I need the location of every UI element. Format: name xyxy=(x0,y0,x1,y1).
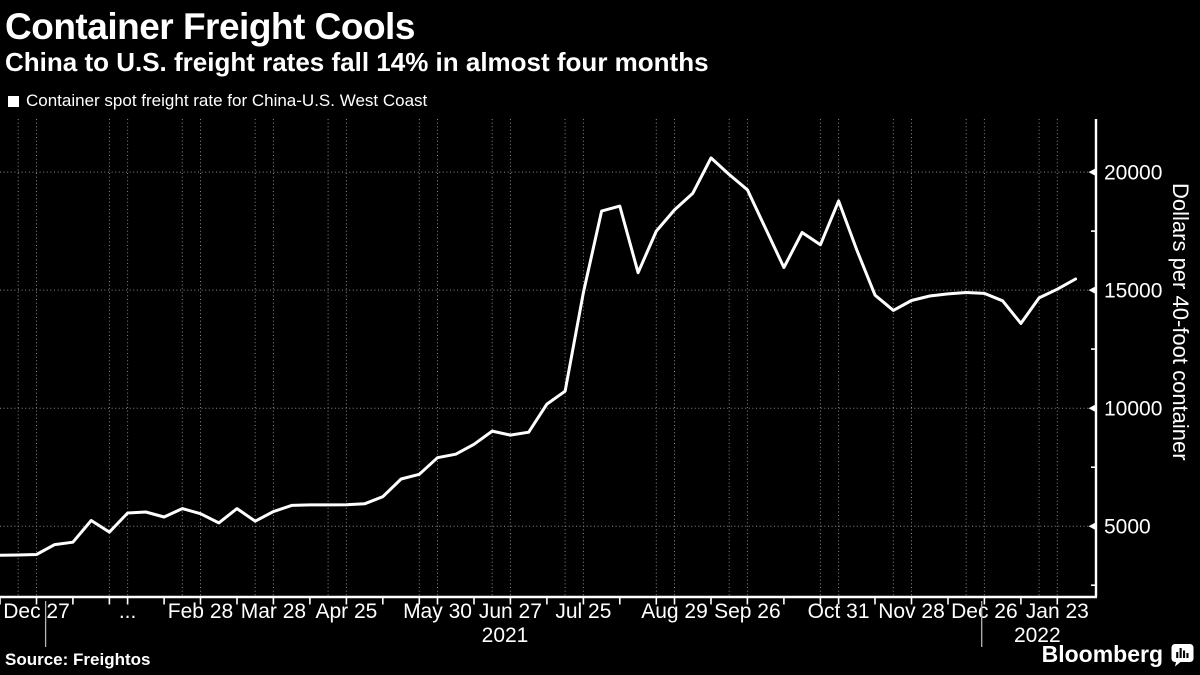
y-tick xyxy=(1088,522,1096,531)
x-tick-label: Sep 26 xyxy=(714,600,781,623)
x-tick-label: Nov 28 xyxy=(878,600,945,623)
x-tick-label: May 30 xyxy=(403,600,472,623)
year-label: 2022 xyxy=(1014,624,1061,647)
x-tick-label: Feb 28 xyxy=(168,600,233,623)
y-tick xyxy=(1088,168,1096,177)
x-tick-label: Apr 25 xyxy=(315,600,377,623)
x-tick-label: Oct 31 xyxy=(808,600,870,623)
y-tick-label: 10000 xyxy=(1104,398,1162,421)
y-tick xyxy=(1088,404,1096,413)
x-tick-label: Jun 27 xyxy=(479,600,542,623)
x-tick-label: Jan 23 xyxy=(1026,600,1089,623)
y-tick xyxy=(1088,286,1096,295)
y-tick-label: 15000 xyxy=(1104,280,1162,303)
year-label: 2021 xyxy=(482,624,529,647)
legend-label: Container spot freight rate for China-U.… xyxy=(26,91,428,110)
y-tick-label: 20000 xyxy=(1104,162,1162,185)
x-tick-label: Jul 25 xyxy=(555,600,611,623)
legend-square-icon xyxy=(8,95,19,107)
page-subtitle: China to U.S. freight rates fall 14% in … xyxy=(5,47,709,77)
source-note: Source: Freightos xyxy=(5,650,151,669)
bloomberg-logo-icon xyxy=(1171,643,1194,666)
x-tick-label: Dec 27 xyxy=(3,600,70,623)
y-axis-title: Dollars per 40-foot container xyxy=(1168,183,1193,461)
page-title: Container Freight Cools xyxy=(5,6,415,47)
x-tick-label: Mar 28 xyxy=(241,600,306,623)
x-tick-label: Aug 29 xyxy=(641,600,708,623)
x-tick-label: ... xyxy=(119,600,137,623)
legend: Container spot freight rate for China-U.… xyxy=(8,91,427,111)
y-tick-label: 5000 xyxy=(1104,516,1151,539)
spot-rate-line xyxy=(0,156,1078,557)
x-tick-label: Dec 26 xyxy=(951,600,1018,623)
bloomberg-wordmark: Bloomberg xyxy=(1041,641,1163,667)
bloomberg-logo: Bloomberg xyxy=(1042,641,1194,668)
